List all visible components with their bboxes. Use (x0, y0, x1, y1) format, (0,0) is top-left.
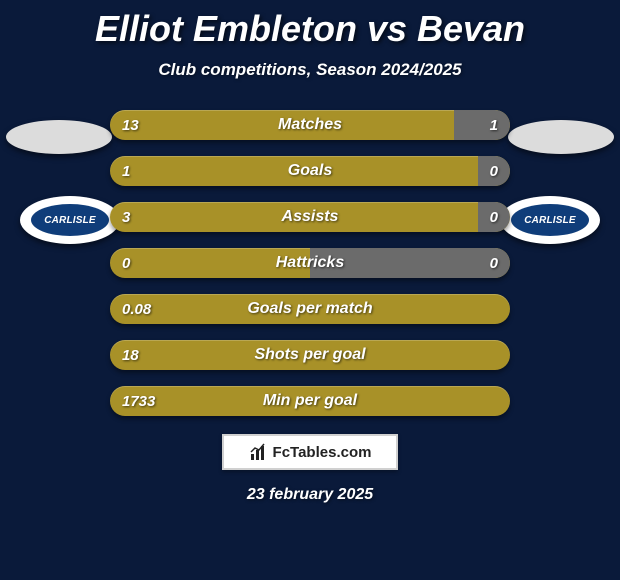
stat-label: Assists (110, 202, 510, 232)
stat-row-hattricks: 0 Hattricks 0 (110, 248, 510, 278)
stat-row-matches: 13 Matches 1 (110, 110, 510, 140)
stat-value-right: 1 (490, 110, 498, 140)
club-logo-left: CARLISLE (20, 196, 120, 244)
stat-label: Hattricks (110, 248, 510, 278)
watermark-text: FcTables.com (273, 444, 372, 461)
stats-container: 13 Matches 1 1 Goals 0 3 Assists 0 0 Hat… (110, 110, 510, 416)
stat-row-goals: 1 Goals 0 (110, 156, 510, 186)
stat-value-right: 0 (490, 202, 498, 232)
stat-label: Goals per match (110, 294, 510, 324)
club-logo-right: CARLISLE (500, 196, 600, 244)
stat-value-left: 3 (122, 202, 130, 232)
player-avatar-right (508, 120, 614, 154)
page-title: Elliot Embleton vs Bevan (0, 0, 620, 50)
stat-label: Matches (110, 110, 510, 140)
club-name-right: CARLISLE (511, 204, 589, 236)
watermark: FcTables.com (222, 434, 398, 470)
stat-row-shots-per-goal: 18 Shots per goal (110, 340, 510, 370)
stat-value-left: 0 (122, 248, 130, 278)
player-avatar-left (6, 120, 112, 154)
stat-label: Shots per goal (110, 340, 510, 370)
stat-row-min-per-goal: 1733 Min per goal (110, 386, 510, 416)
date-label: 23 february 2025 (0, 486, 620, 504)
stat-value-right: 0 (490, 156, 498, 186)
stat-row-assists: 3 Assists 0 (110, 202, 510, 232)
stat-value-left: 13 (122, 110, 139, 140)
stat-value-left: 0.08 (122, 294, 151, 324)
stat-value-right: 0 (490, 248, 498, 278)
stat-row-goals-per-match: 0.08 Goals per match (110, 294, 510, 324)
stat-label: Min per goal (110, 386, 510, 416)
stat-value-left: 1733 (122, 386, 155, 416)
page-subtitle: Club competitions, Season 2024/2025 (0, 60, 620, 80)
chart-icon (249, 442, 269, 462)
stat-value-left: 18 (122, 340, 139, 370)
stat-label: Goals (110, 156, 510, 186)
stat-value-left: 1 (122, 156, 130, 186)
club-name-left: CARLISLE (31, 204, 109, 236)
